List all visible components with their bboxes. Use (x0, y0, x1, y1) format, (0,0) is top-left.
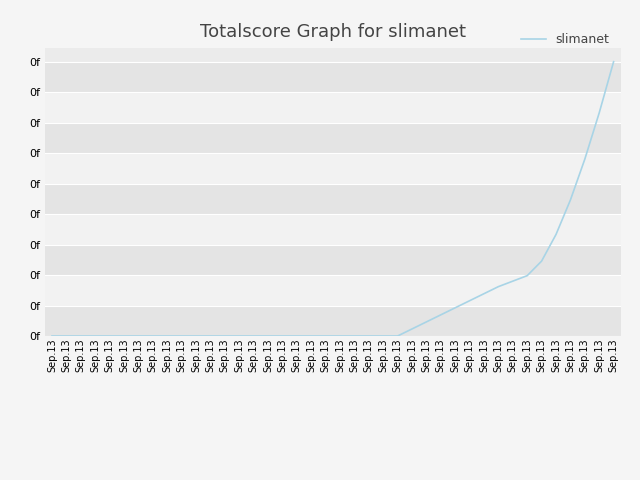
slimanet (322, 333, 330, 339)
slimanet (336, 333, 344, 339)
Bar (45, 153, 621, 184)
slimanet (178, 333, 186, 339)
slimanet (437, 312, 445, 318)
Line: slimanet: slimanet (52, 62, 614, 336)
Legend: slimanet: slimanet (516, 28, 614, 51)
slimanet (610, 59, 618, 65)
slimanet (207, 333, 214, 339)
slimanet (552, 232, 560, 238)
slimanet (538, 258, 545, 264)
slimanet (451, 305, 459, 311)
Bar (45, 123, 621, 153)
slimanet (63, 333, 70, 339)
slimanet (77, 333, 84, 339)
slimanet (307, 333, 315, 339)
Bar (45, 306, 621, 336)
slimanet (351, 333, 358, 339)
Bar (45, 214, 621, 245)
slimanet (92, 333, 99, 339)
slimanet (509, 278, 516, 284)
slimanet (380, 333, 387, 339)
slimanet (595, 110, 603, 116)
Title: Totalscore Graph for slimanet: Totalscore Graph for slimanet (200, 23, 466, 41)
slimanet (149, 333, 157, 339)
slimanet (466, 298, 474, 304)
slimanet (408, 326, 416, 332)
slimanet (264, 333, 272, 339)
Bar (45, 245, 621, 275)
slimanet (134, 333, 142, 339)
slimanet (524, 273, 531, 278)
Bar (45, 92, 621, 123)
slimanet (422, 319, 430, 325)
slimanet (566, 197, 574, 203)
slimanet (48, 333, 56, 339)
slimanet (163, 333, 171, 339)
Bar (45, 275, 621, 306)
slimanet (106, 333, 113, 339)
slimanet (192, 333, 200, 339)
slimanet (495, 284, 502, 289)
slimanet (293, 333, 301, 339)
slimanet (394, 333, 401, 339)
slimanet (236, 333, 243, 339)
slimanet (250, 333, 257, 339)
slimanet (120, 333, 128, 339)
slimanet (365, 333, 372, 339)
slimanet (278, 333, 286, 339)
slimanet (221, 333, 228, 339)
Bar (45, 184, 621, 214)
Bar (45, 62, 621, 92)
slimanet (480, 291, 488, 297)
slimanet (581, 156, 589, 162)
